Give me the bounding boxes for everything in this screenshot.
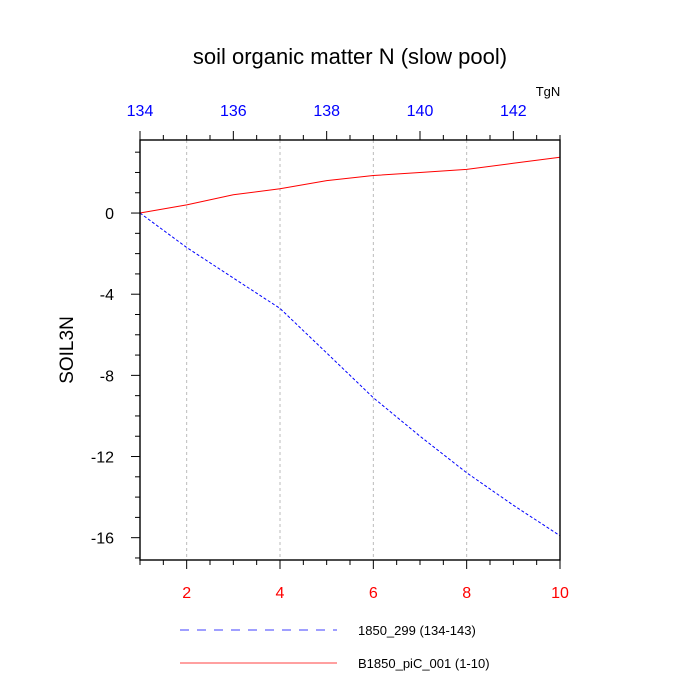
top-tick-label: 136	[220, 103, 247, 120]
legend-label-series-1: 1850_299 (134-143)	[358, 623, 476, 638]
bottom-tick-label: 6	[369, 585, 378, 602]
top-tick-label: 134	[127, 103, 154, 120]
legend-label-series-2: B1850_piC_001 (1-10)	[358, 656, 490, 671]
legend: 1850_299 (134-143) B1850_piC_001 (1-10)	[180, 623, 490, 671]
grid-lines	[186, 140, 468, 560]
top-axis-units: TgN	[536, 84, 561, 99]
top-tick-label: 138	[313, 103, 340, 120]
y-tick-label: -8	[100, 368, 114, 385]
bottom-tick-label: 10	[551, 585, 569, 602]
y-tick-label: -16	[91, 531, 114, 548]
y-tick-label: -4	[100, 287, 114, 304]
series-lines	[139, 156, 561, 537]
bottom-tick-label: 8	[462, 585, 471, 602]
plot-frame	[139, 139, 561, 561]
y-tick-label: 0	[105, 206, 114, 223]
series-line-1	[139, 212, 561, 537]
series-line-2	[139, 156, 561, 214]
top-tick-label: 140	[407, 103, 434, 120]
bottom-tick-label: 4	[276, 585, 285, 602]
top-tick-label: 142	[500, 103, 527, 120]
axes: 2 4 6 8 10 134 136 138 140 142 0 -4 -8 -12 -16	[91, 103, 569, 602]
y-tick-label: -12	[91, 450, 114, 467]
y-axis-label: SOIL3N	[57, 316, 78, 384]
bottom-tick-label: 2	[182, 585, 191, 602]
chart-title: soil organic matter N (slow pool)	[193, 44, 507, 69]
